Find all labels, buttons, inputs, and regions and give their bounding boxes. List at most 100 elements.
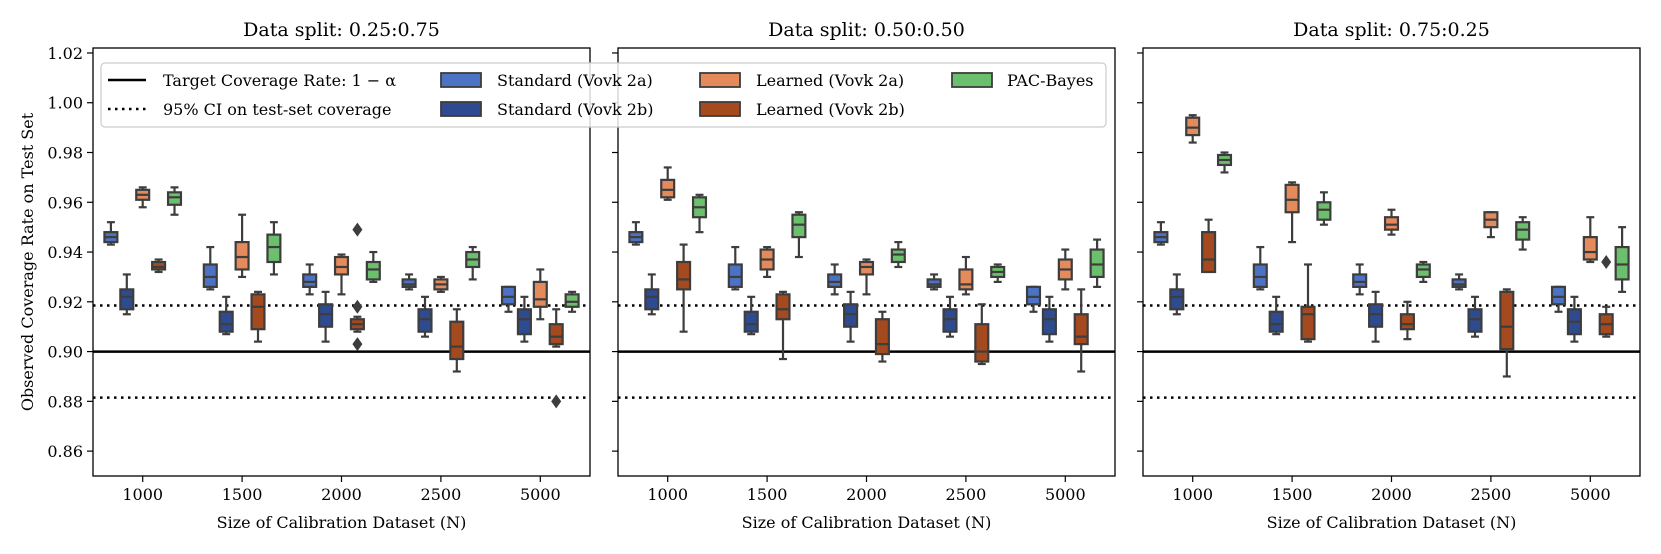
box-5000-s2 — [516, 295, 532, 343]
box-body — [365, 260, 381, 281]
axes-frame — [1142, 47, 1641, 477]
box-5000-s3 — [532, 268, 548, 321]
box-body — [1550, 285, 1567, 306]
box-body — [727, 263, 743, 288]
box-body — [302, 273, 318, 288]
box-body — [1582, 236, 1598, 261]
box-2500-s2 — [1467, 295, 1483, 338]
box-body — [858, 260, 875, 276]
box-body — [1515, 221, 1531, 241]
box-2000-s3 — [1383, 208, 1400, 236]
box-1500-s3 — [759, 245, 775, 279]
box-2500-s3 — [433, 275, 449, 293]
box-body — [1614, 245, 1630, 281]
legend: Target Coverage Rate: 1 − α 95% CI on tes… — [100, 62, 1107, 128]
box-body — [166, 191, 183, 206]
box-body — [1415, 263, 1431, 279]
box-body — [151, 260, 167, 271]
box-2000-s2 — [1368, 290, 1384, 343]
box-2000-s2 — [318, 290, 334, 343]
x-tick-label: 2500 — [1471, 485, 1512, 504]
x-tick-label: 2000 — [1371, 485, 1412, 504]
box-body — [1073, 313, 1089, 346]
box-1000-s4 — [1201, 218, 1217, 274]
box-1000-s1 — [628, 221, 644, 246]
box-body — [318, 303, 334, 328]
legend-label: Target Coverage Rate: 1 − α — [163, 71, 396, 90]
box-body — [644, 288, 660, 311]
box-2000-s4 — [874, 310, 890, 363]
panel-1: Data split: 0.25:0.75 1000 1500 2000 2500 500… — [47, 19, 591, 532]
x-tick-label: 2500 — [946, 485, 987, 504]
box-1500-s5 — [791, 211, 807, 259]
x-tick-label: 1500 — [1272, 485, 1313, 504]
box-body — [1268, 310, 1284, 333]
box-1500-s4 — [250, 290, 266, 343]
box-body — [1499, 290, 1515, 351]
box-body — [1368, 303, 1384, 328]
box-body — [843, 303, 859, 328]
x-tick-label: 5000 — [1045, 485, 1086, 504]
y-tick-label: 0.94 — [47, 243, 83, 262]
outlier-point — [551, 394, 562, 409]
box-2000-s1 — [302, 263, 318, 296]
box-2500-s3 — [1483, 211, 1499, 239]
panels: Data split: 0.25:0.75 1000 1500 2000 2500 500… — [47, 19, 1641, 532]
box-body — [1252, 263, 1268, 288]
box-body — [266, 233, 282, 264]
box-1000-s5 — [1216, 151, 1233, 174]
box-body — [119, 288, 135, 311]
x-tick-label: 1000 — [122, 485, 163, 504]
box-1500-s3 — [234, 213, 250, 279]
box-body — [1169, 288, 1185, 311]
box-body — [660, 178, 676, 199]
box-2000-s3 — [858, 258, 875, 296]
box-2500-s5 — [990, 263, 1006, 284]
box-2500-s3 — [958, 255, 974, 296]
box-1000-s2 — [119, 273, 135, 316]
y-tick-label: 0.86 — [47, 442, 83, 461]
y-tick-label: 0.92 — [47, 293, 83, 312]
box-body — [500, 285, 517, 306]
box-body — [532, 280, 548, 308]
x-tick-label: 2500 — [421, 485, 462, 504]
box-body — [1451, 278, 1467, 288]
box-body — [1185, 116, 1201, 137]
box-2500-s5 — [1515, 216, 1531, 251]
box-2000-s5 — [1415, 260, 1431, 284]
y-tick-label: 0.88 — [47, 392, 83, 411]
x-tick-label: 1500 — [222, 485, 263, 504]
x-axis-label: Size of Calibration Dataset (N) — [1267, 513, 1517, 532]
legend-swatch — [951, 72, 993, 88]
box-body — [1041, 308, 1057, 336]
box-body — [250, 293, 266, 331]
panel-3: Data split: 0.75:0.25 1000 1500 2000 2500 500… — [1137, 19, 1641, 532]
box-2500-s4 — [974, 303, 990, 366]
box-2500-s4 — [449, 308, 465, 373]
box-body — [1284, 183, 1300, 214]
box-body — [942, 308, 958, 333]
box-2000-s3 — [333, 253, 350, 296]
box-1000-s3 — [660, 166, 676, 201]
legend-swatch — [440, 72, 482, 88]
x-tick-label: 5000 — [520, 485, 561, 504]
box-1500-s1 — [202, 245, 218, 291]
box-5000-s3 — [1582, 216, 1598, 264]
legend-label: Learned (Vovk 2a) — [756, 71, 904, 90]
panel-title: Data split: 0.50:0.50 — [768, 19, 965, 41]
panel-title: Data split: 0.25:0.75 — [243, 19, 440, 41]
box-2000-s5 — [365, 250, 381, 284]
box-2500-s2 — [942, 295, 958, 338]
legend-label: 95% CI on test-set coverage — [163, 100, 391, 119]
box-body — [743, 310, 759, 333]
legend-label: PAC-Bayes — [1007, 71, 1094, 90]
x-axis-label: Size of Calibration Dataset (N) — [742, 513, 992, 532]
box-1000-s2 — [1169, 273, 1185, 316]
outlier-point — [352, 222, 363, 237]
box-body — [1399, 313, 1415, 331]
box-body — [1352, 273, 1368, 288]
box-body — [827, 273, 843, 288]
box-2000-s5 — [890, 240, 906, 269]
box-body — [1300, 305, 1316, 341]
